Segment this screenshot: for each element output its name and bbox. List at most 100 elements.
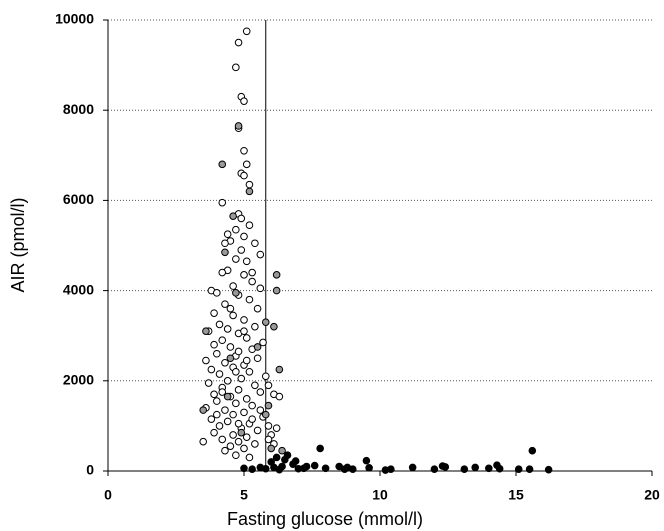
point xyxy=(261,410,270,419)
x-tick-label: 0 xyxy=(104,487,112,503)
point xyxy=(240,464,248,473)
point xyxy=(387,465,395,473)
point xyxy=(210,428,218,437)
point xyxy=(471,463,480,472)
point xyxy=(264,422,273,430)
x-tick-label: 5 xyxy=(240,487,248,503)
point xyxy=(264,435,273,444)
point xyxy=(251,322,259,331)
point xyxy=(221,446,229,455)
point xyxy=(349,465,357,473)
point xyxy=(272,424,281,432)
point xyxy=(240,408,248,417)
point xyxy=(218,268,227,277)
point xyxy=(232,225,240,234)
point xyxy=(248,268,256,277)
point xyxy=(223,325,232,333)
point xyxy=(514,465,523,473)
point xyxy=(232,289,240,297)
point xyxy=(253,354,262,363)
point xyxy=(242,395,251,403)
y-tick-label: 6000 xyxy=(63,191,94,207)
point xyxy=(232,451,240,460)
point xyxy=(213,349,221,358)
y-tick-label: 10000 xyxy=(55,11,94,27)
point xyxy=(213,410,221,419)
point xyxy=(234,38,243,47)
point xyxy=(221,358,229,367)
point xyxy=(242,257,251,266)
point xyxy=(275,465,284,474)
point xyxy=(240,171,248,180)
point xyxy=(291,457,300,465)
y-axis-title: AIR (pmol/l) xyxy=(8,197,28,292)
y-tick-label: 4000 xyxy=(63,281,94,297)
point xyxy=(215,370,224,378)
point xyxy=(240,146,248,155)
point xyxy=(253,426,262,435)
point xyxy=(248,277,256,286)
point xyxy=(240,444,248,453)
point xyxy=(213,289,221,297)
point xyxy=(362,456,371,465)
point xyxy=(365,464,373,472)
point xyxy=(272,453,281,462)
point xyxy=(264,381,273,390)
point xyxy=(232,255,240,263)
point xyxy=(202,356,210,365)
point xyxy=(218,160,227,169)
point xyxy=(213,397,221,405)
point xyxy=(316,444,324,453)
point xyxy=(242,27,251,36)
point xyxy=(234,386,243,394)
point xyxy=(544,465,553,474)
point xyxy=(240,97,248,105)
point xyxy=(460,465,469,473)
point xyxy=(261,372,270,381)
point xyxy=(232,399,240,408)
point xyxy=(223,392,232,401)
point xyxy=(218,198,227,207)
point xyxy=(237,214,246,223)
point xyxy=(199,406,207,414)
x-axis-title: Fasting glucose (mmol/l) xyxy=(227,509,423,529)
point xyxy=(226,343,235,351)
point xyxy=(245,221,254,230)
point xyxy=(300,464,308,473)
point xyxy=(275,365,284,374)
point xyxy=(207,415,216,423)
point xyxy=(528,446,537,455)
point xyxy=(275,392,284,401)
point xyxy=(525,465,534,473)
point xyxy=(248,401,256,410)
point xyxy=(248,465,256,473)
point xyxy=(272,271,281,279)
point xyxy=(278,446,286,455)
point xyxy=(223,230,232,239)
point xyxy=(251,381,259,390)
point xyxy=(310,461,319,470)
point xyxy=(226,304,235,313)
x-tick-label: 10 xyxy=(372,487,388,503)
point xyxy=(256,463,265,472)
point xyxy=(495,464,504,473)
point xyxy=(234,419,243,428)
point xyxy=(264,401,273,410)
point xyxy=(261,318,270,326)
point xyxy=(256,284,265,293)
point xyxy=(253,343,262,351)
point xyxy=(237,428,246,437)
point xyxy=(221,239,229,248)
point xyxy=(253,304,262,313)
point xyxy=(202,327,210,335)
y-tick-label: 0 xyxy=(86,462,94,478)
point xyxy=(245,367,254,376)
point xyxy=(245,187,254,196)
point xyxy=(210,309,218,317)
point xyxy=(237,246,246,254)
point xyxy=(242,160,251,169)
point xyxy=(215,320,224,329)
point xyxy=(207,365,216,374)
y-tick-label: 2000 xyxy=(63,372,94,388)
